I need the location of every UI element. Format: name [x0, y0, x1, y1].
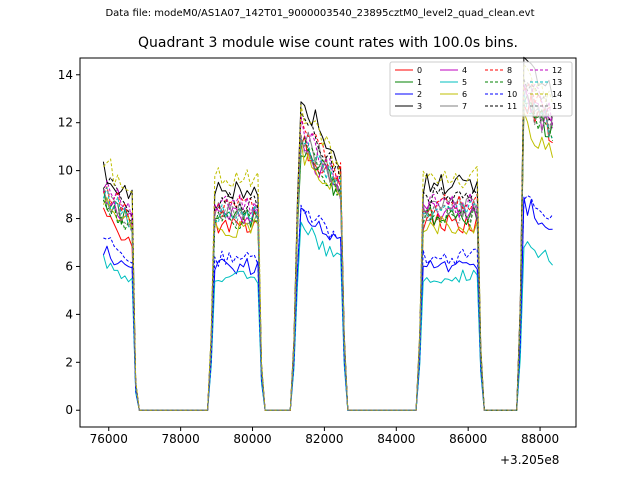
x-tick-label: 76000: [90, 432, 128, 446]
series-line-7: [102, 82, 554, 411]
series-line-5: [102, 221, 553, 411]
y-tick-label: 2: [65, 355, 73, 369]
series-line-10: [103, 195, 553, 411]
x-tick-label: 80000: [233, 432, 271, 446]
legend-box: [389, 61, 573, 117]
legend-label-15: 15: [552, 102, 562, 111]
y-tick-label: 12: [58, 116, 73, 130]
legend-label-11: 11: [507, 102, 517, 111]
series-line-4: [103, 83, 554, 411]
legend-label-3: 3: [417, 102, 422, 111]
y-tick-label: 10: [58, 164, 73, 178]
y-tick-label: 14: [58, 68, 73, 82]
legend-label-0: 0: [417, 66, 422, 75]
y-tick-label: 6: [65, 259, 73, 273]
y-tick-label: 8: [65, 212, 73, 226]
legend-label-12: 12: [552, 66, 562, 75]
legend-label-4: 4: [462, 66, 467, 75]
series-line-11: [103, 78, 553, 411]
legend-label-10: 10: [507, 90, 517, 99]
x-tick-label: 82000: [305, 432, 343, 446]
series-line-12: [102, 83, 554, 411]
y-tick-label: 0: [65, 403, 73, 417]
y-tick-label: 4: [65, 307, 73, 321]
x-tick-label: 86000: [449, 432, 487, 446]
legend-label-9: 9: [507, 78, 512, 87]
legend-label-6: 6: [462, 90, 467, 99]
x-tick-label: 88000: [521, 432, 559, 446]
series-line-2: [102, 196, 553, 411]
figure-suptitle: Data file: modeM0/AS1A07_142T01_90000035…: [105, 8, 535, 19]
x-tick-label: 78000: [162, 432, 200, 446]
series-line-8: [102, 80, 553, 411]
legend-label-14: 14: [552, 90, 562, 99]
legend-label-13: 13: [552, 78, 562, 87]
series-line-6: [102, 111, 554, 411]
x-tick-label: 84000: [377, 432, 415, 446]
legend-label-8: 8: [507, 66, 512, 75]
legend-label-1: 1: [417, 78, 422, 87]
legend-label-7: 7: [462, 102, 467, 111]
legend-label-5: 5: [462, 78, 467, 87]
chart-title: Quadrant 3 module wise count rates with …: [138, 35, 518, 51]
x-axis-offset-label: +3.205e8: [500, 453, 560, 467]
legend-label-2: 2: [417, 90, 422, 99]
series-line-14: [103, 64, 554, 411]
plot-frame: [79, 57, 577, 428]
series-line-15: [103, 102, 554, 411]
